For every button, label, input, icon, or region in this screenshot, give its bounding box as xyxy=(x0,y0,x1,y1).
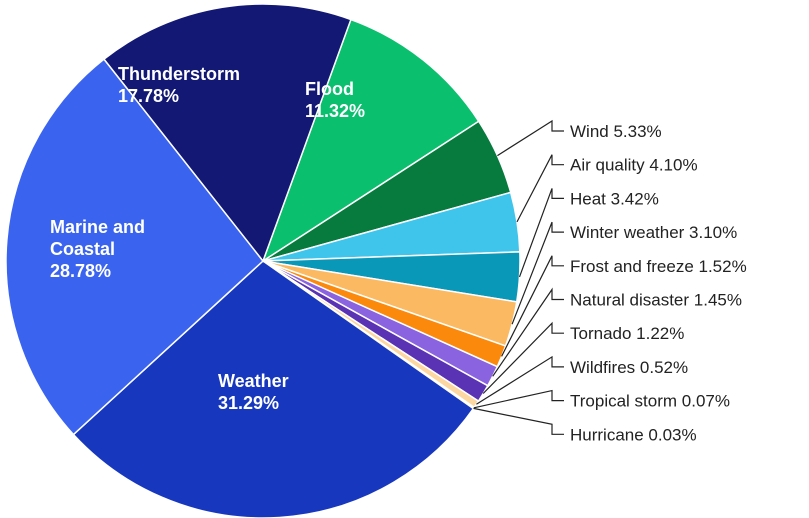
data-label-wind: Wind 5.33% xyxy=(570,122,662,141)
leader-line-wind xyxy=(497,119,564,157)
data-label-marine-and-coastal: Marine and Coastal 28.78% xyxy=(50,217,145,281)
slice-thunderstorm xyxy=(102,3,352,263)
leader-line-tornado xyxy=(482,321,564,394)
slice-marine-and-coastal xyxy=(5,58,265,436)
data-label-air-quality: Air quality 4.10% xyxy=(570,156,698,175)
leader-line-natural-disaster xyxy=(492,287,564,377)
slice-flood xyxy=(261,18,480,263)
data-label-frost-and-freeze: Frost and freeze 1.52% xyxy=(570,257,747,276)
data-label-heat: Heat 3.42% xyxy=(570,189,659,208)
data-label-tornado: Tornado 1.22% xyxy=(570,324,684,343)
data-label-flood: Flood 11.32% xyxy=(305,79,365,121)
data-label-wildfires: Wildfires 0.52% xyxy=(570,358,688,377)
leaders-layer xyxy=(473,119,564,435)
leader-line-air-quality xyxy=(516,154,564,223)
data-label-thunderstorm: Thunderstorm 17.78% xyxy=(118,64,240,106)
slice-weather xyxy=(72,260,475,518)
leader-line-winter-weather xyxy=(511,221,564,325)
data-label-tropical-storm: Tropical storm 0.07% xyxy=(570,392,730,411)
data-label-hurricane: Hurricane 0.03% xyxy=(570,425,697,444)
leader-line-wildfires xyxy=(476,355,564,405)
data-label-winter-weather: Winter weather 3.10% xyxy=(570,223,737,242)
data-label-weather: Weather 31.29% xyxy=(218,371,289,413)
leader-line-tropical-storm xyxy=(473,389,564,409)
labels-layer: Flood 11.32% Wind 5.33% Air quality 4.10% He… xyxy=(50,64,747,444)
slices-layer xyxy=(5,3,521,518)
leader-line-frost-and-freeze xyxy=(501,255,564,357)
data-label-natural-disaster: Natural disaster 1.45% xyxy=(570,291,742,310)
leader-line-heat xyxy=(518,188,564,278)
leader-line-hurricane xyxy=(473,407,564,435)
